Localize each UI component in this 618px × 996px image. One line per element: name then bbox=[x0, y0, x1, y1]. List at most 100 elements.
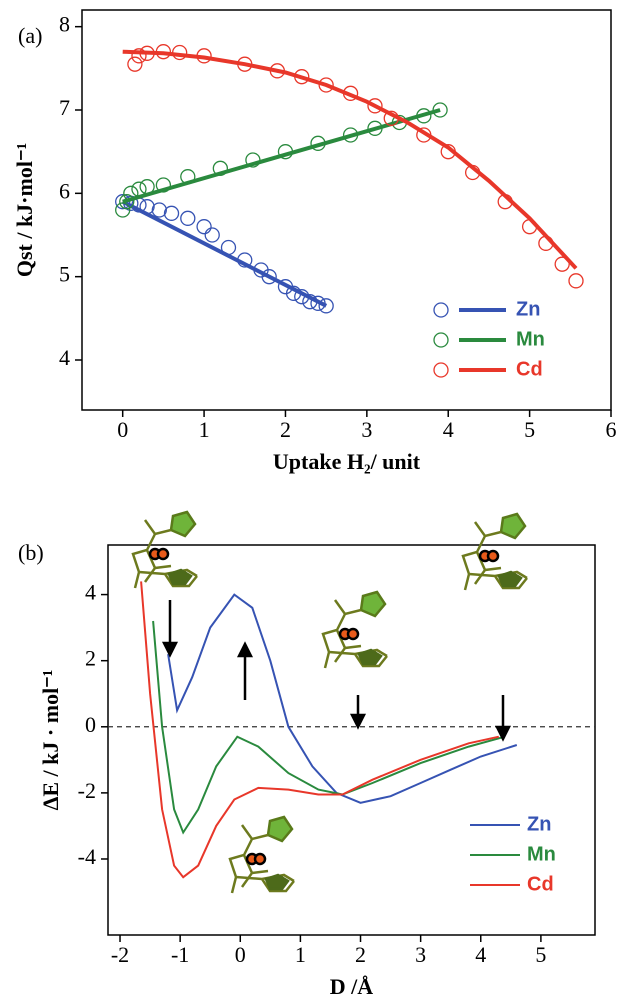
data-point bbox=[163, 205, 180, 221]
data-point bbox=[180, 169, 196, 185]
data-point bbox=[212, 160, 229, 176]
data-point bbox=[196, 48, 212, 64]
y-tick-label: 7 bbox=[59, 95, 70, 120]
data-point bbox=[155, 177, 172, 193]
data-point bbox=[139, 199, 155, 215]
data-point bbox=[318, 77, 334, 93]
data-point bbox=[310, 295, 326, 311]
data-point bbox=[151, 202, 167, 218]
y-tick-label: 4 bbox=[59, 345, 70, 370]
data-line bbox=[167, 593, 518, 804]
x-tick-label: 4 bbox=[443, 417, 454, 442]
data-point bbox=[318, 298, 334, 314]
panel-a: (a) 0 1 2 3 4 5 6 4 5 6 7 8 Uptake H₂/ unit Qst / kJ·m… bbox=[12, 9, 617, 474]
x-tick-label: -1 bbox=[171, 942, 189, 967]
legend-label: Cd bbox=[516, 358, 543, 380]
panel-label: (a) bbox=[18, 23, 42, 48]
data-point bbox=[521, 219, 538, 235]
y-tick-label: 5 bbox=[59, 262, 70, 287]
data-point bbox=[285, 285, 302, 301]
data-point bbox=[383, 110, 399, 126]
data-point bbox=[131, 48, 147, 64]
panel-b: (b) -2 -1 0 1 2 3 4 5 -4 -2 0 2 4 D /Å ΔE / kJ · mol⁻¹ Z… bbox=[18, 540, 596, 996]
data-point bbox=[367, 98, 383, 114]
y-axis-label: ΔE / kJ · mol⁻¹ bbox=[38, 670, 63, 811]
x-tick-label: 0 bbox=[235, 942, 246, 967]
data-line bbox=[140, 581, 500, 879]
data-point bbox=[220, 239, 237, 256]
legend-label: Zn bbox=[527, 813, 551, 835]
x-tick-label: 3 bbox=[415, 942, 426, 967]
data-point bbox=[342, 127, 359, 143]
data-point bbox=[568, 273, 584, 289]
y-tick-label: -4 bbox=[78, 844, 96, 869]
data-point bbox=[367, 120, 383, 136]
x-tick-label: 1 bbox=[199, 417, 210, 442]
data-point bbox=[302, 294, 318, 310]
x-tick-label: 0 bbox=[117, 417, 128, 442]
data-point bbox=[342, 85, 359, 101]
plot-frame bbox=[81, 9, 612, 411]
x-tick-label: -2 bbox=[111, 942, 129, 967]
data-point bbox=[204, 227, 220, 243]
data-point bbox=[237, 56, 253, 72]
data-point bbox=[277, 144, 294, 160]
y-tick-label: 0 bbox=[85, 712, 96, 737]
legend-label: Zn bbox=[516, 298, 540, 320]
data-point bbox=[432, 102, 448, 118]
data-point bbox=[269, 63, 285, 79]
data-point bbox=[440, 144, 456, 160]
x-tick-label: 2 bbox=[280, 417, 291, 442]
data-point bbox=[261, 269, 277, 285]
data-point bbox=[172, 44, 188, 61]
data-point bbox=[497, 194, 513, 210]
data-point bbox=[196, 219, 212, 235]
data-point bbox=[119, 194, 135, 210]
data-point bbox=[237, 252, 253, 268]
x-tick-label: 5 bbox=[535, 942, 546, 967]
data-point bbox=[294, 289, 310, 305]
x-tick-label: 1 bbox=[295, 942, 306, 967]
x-tick-label: 2 bbox=[355, 942, 366, 967]
x-axis-label: D /Å bbox=[330, 974, 374, 996]
x-tick-label: 3 bbox=[361, 417, 372, 442]
legend-marker bbox=[433, 362, 449, 378]
fit-line bbox=[122, 108, 441, 204]
structure-decorations bbox=[131, 510, 529, 895]
x-axis-label: Uptake H₂/ unit bbox=[273, 449, 421, 474]
data-point bbox=[155, 44, 172, 60]
plot-frame bbox=[107, 544, 596, 936]
y-tick-label: 8 bbox=[59, 12, 70, 37]
data-point bbox=[115, 202, 131, 218]
y-tick-label: 6 bbox=[59, 178, 70, 203]
data-point bbox=[416, 127, 432, 143]
data-point bbox=[538, 235, 554, 251]
data-point bbox=[127, 56, 143, 72]
data-point bbox=[310, 135, 326, 151]
legend-marker bbox=[433, 332, 449, 348]
data-point bbox=[123, 185, 139, 201]
data-point bbox=[245, 152, 261, 168]
data-point bbox=[294, 69, 310, 85]
legend-label: Cd bbox=[527, 873, 554, 895]
data-point bbox=[139, 179, 155, 195]
legend-label: Mn bbox=[527, 843, 556, 865]
data-line bbox=[152, 620, 506, 835]
data-point bbox=[554, 256, 570, 272]
data-point bbox=[464, 164, 481, 181]
panel-label: (b) bbox=[18, 540, 44, 565]
data-point bbox=[139, 45, 155, 61]
y-tick-label: -2 bbox=[78, 778, 96, 803]
legend-marker bbox=[433, 302, 449, 318]
y-tick-label: 2 bbox=[85, 646, 96, 671]
data-point bbox=[131, 181, 147, 197]
x-tick-label: 6 bbox=[606, 417, 617, 442]
data-point bbox=[180, 210, 196, 226]
legend-label: Mn bbox=[516, 328, 545, 350]
y-tick-label: 4 bbox=[85, 580, 96, 605]
y-axis-label: Qst / kJ·mol⁻¹ bbox=[12, 143, 37, 277]
data-point bbox=[416, 108, 432, 124]
x-tick-label: 4 bbox=[475, 942, 486, 967]
x-tick-label: 5 bbox=[524, 417, 535, 442]
